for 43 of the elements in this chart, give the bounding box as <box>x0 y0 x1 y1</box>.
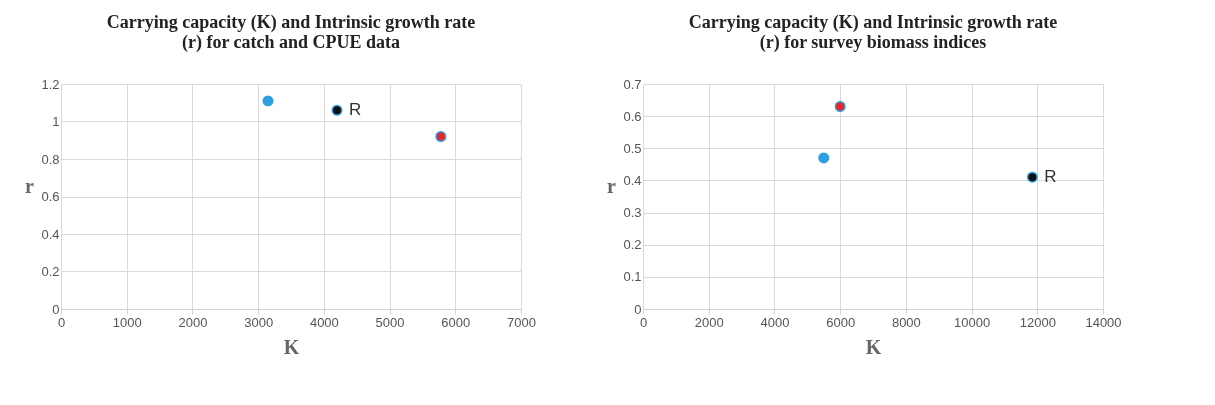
series-label: R <box>1044 167 1057 187</box>
x-tick-label: 6000 <box>441 314 471 330</box>
y-tick-label: 0.2 <box>41 264 60 279</box>
x-tick-label: 1000 <box>112 314 142 330</box>
point <box>834 101 846 112</box>
y-tick-label: 0 <box>52 301 60 317</box>
point <box>435 131 447 142</box>
x-tick-label: 2000 <box>178 314 208 330</box>
x-tick-label: 12000 <box>1019 314 1056 330</box>
y-tick-label: 0.7 <box>623 76 642 92</box>
x-tick-label: 2000 <box>694 314 724 330</box>
point <box>818 152 830 164</box>
y-axis-title: r <box>606 175 616 197</box>
point <box>331 104 343 116</box>
y-axis-title: r <box>24 175 34 197</box>
y-tick-label: 0.5 <box>623 140 642 156</box>
x-tick-label: 4000 <box>760 314 790 330</box>
x-tick-label: 8000 <box>891 314 921 330</box>
y-tick-label: 0.2 <box>623 237 642 253</box>
point <box>1026 171 1038 183</box>
x-tick-label: 14000 <box>1085 314 1122 330</box>
y-tick-label: 0.8 <box>41 151 60 167</box>
x-axis-title: K <box>283 335 300 358</box>
y-tick-label: 1 <box>52 114 60 129</box>
series-label: R <box>349 100 362 120</box>
chart-title: Carrying capacity (K) and Intrinsic growth rate (r) for catch and CPUE data <box>106 12 476 53</box>
y-tick-label: 0.1 <box>623 269 642 285</box>
y-tick-label: 0.3 <box>623 205 642 221</box>
y-tick-label: 0 <box>634 301 642 317</box>
x-tick-label: 5000 <box>375 314 405 330</box>
x-tick-label: 3000 <box>244 314 274 330</box>
point <box>262 95 274 107</box>
x-axis-title: K <box>865 335 882 358</box>
y-tick-label: 0.4 <box>623 172 642 188</box>
x-tick-label: 10000 <box>953 314 991 330</box>
y-tick-label: 1.2 <box>41 76 60 92</box>
x-tick-label: 4000 <box>309 314 339 330</box>
chart-title: Carrying capacity (K) and Intrinsic growth rate (r) for survey biomass indices <box>688 12 1058 53</box>
y-tick-label: 0.6 <box>623 108 642 124</box>
x-tick-label: 6000 <box>826 314 856 330</box>
y-tick-label: 0.6 <box>41 189 60 204</box>
y-tick-label: 0.4 <box>41 226 60 242</box>
x-tick-label: 7000 <box>507 314 536 330</box>
